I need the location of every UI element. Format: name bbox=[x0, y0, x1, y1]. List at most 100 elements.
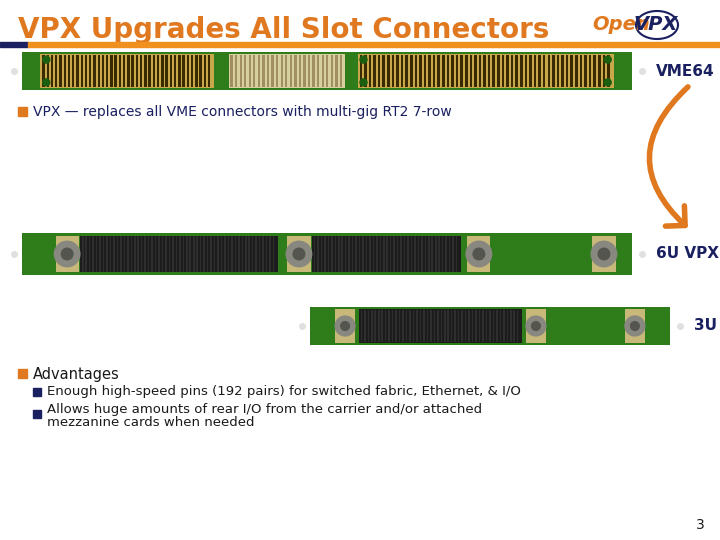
Bar bbox=[33, 410, 41, 418]
Bar bbox=[153, 55, 155, 87]
Bar bbox=[402, 310, 404, 342]
Bar bbox=[562, 55, 564, 87]
Text: Allows huge amounts of rear I/O from the carrier and/or attached: Allows huge amounts of rear I/O from the… bbox=[47, 403, 482, 416]
Bar bbox=[483, 55, 486, 87]
Bar bbox=[314, 237, 315, 272]
Bar bbox=[433, 310, 435, 342]
Circle shape bbox=[531, 322, 540, 330]
Bar bbox=[114, 55, 117, 87]
Bar bbox=[593, 55, 596, 87]
Bar bbox=[281, 55, 283, 87]
Bar bbox=[317, 55, 319, 87]
Circle shape bbox=[526, 316, 546, 336]
Bar bbox=[231, 237, 233, 272]
Bar bbox=[421, 237, 423, 272]
Bar bbox=[106, 55, 109, 87]
Bar bbox=[230, 54, 346, 88]
Bar bbox=[496, 310, 498, 342]
Bar bbox=[489, 310, 491, 342]
Bar bbox=[168, 237, 170, 272]
Bar bbox=[328, 237, 329, 272]
Bar bbox=[68, 55, 70, 87]
Bar bbox=[497, 55, 500, 87]
Bar bbox=[447, 310, 449, 342]
Bar bbox=[358, 54, 613, 88]
Bar bbox=[378, 310, 379, 342]
Bar bbox=[174, 55, 176, 87]
Bar bbox=[262, 55, 265, 87]
Bar bbox=[170, 55, 172, 87]
Bar bbox=[248, 55, 251, 87]
Bar bbox=[419, 55, 422, 87]
Bar bbox=[51, 55, 53, 87]
Bar bbox=[193, 237, 194, 272]
Bar bbox=[338, 237, 340, 272]
Bar bbox=[506, 310, 508, 342]
Bar bbox=[252, 237, 253, 272]
Bar bbox=[408, 237, 409, 272]
Bar bbox=[214, 237, 215, 272]
Bar bbox=[503, 310, 505, 342]
Bar bbox=[40, 54, 214, 88]
Bar bbox=[99, 237, 101, 272]
Circle shape bbox=[341, 322, 349, 330]
Circle shape bbox=[286, 241, 312, 267]
Bar bbox=[182, 55, 185, 87]
Circle shape bbox=[360, 56, 367, 63]
Circle shape bbox=[61, 248, 73, 260]
Bar bbox=[267, 55, 269, 87]
Bar bbox=[162, 237, 163, 272]
Bar bbox=[580, 55, 582, 87]
Bar bbox=[433, 55, 436, 87]
Bar bbox=[382, 310, 383, 342]
Bar bbox=[330, 55, 333, 87]
Bar bbox=[186, 237, 188, 272]
Bar bbox=[552, 55, 554, 87]
Bar bbox=[393, 237, 395, 272]
Bar bbox=[413, 310, 414, 342]
Bar bbox=[0, 42, 28, 47]
Bar bbox=[364, 55, 366, 87]
Bar bbox=[379, 237, 381, 272]
Bar bbox=[414, 237, 415, 272]
Text: VPX Upgrades All Slot Connectors: VPX Upgrades All Slot Connectors bbox=[18, 16, 549, 44]
Bar bbox=[589, 55, 591, 87]
Bar bbox=[113, 237, 114, 272]
Bar bbox=[431, 237, 433, 272]
Bar bbox=[404, 237, 405, 272]
Bar bbox=[598, 55, 600, 87]
Bar bbox=[276, 55, 278, 87]
Bar bbox=[124, 237, 125, 272]
Bar bbox=[474, 55, 477, 87]
Bar bbox=[529, 55, 532, 87]
Bar bbox=[144, 55, 147, 87]
Bar bbox=[373, 237, 374, 272]
Bar bbox=[42, 55, 45, 87]
Text: mezzanine cards when needed: mezzanine cards when needed bbox=[47, 415, 254, 429]
Circle shape bbox=[604, 56, 611, 63]
Bar bbox=[406, 310, 408, 342]
Bar bbox=[189, 237, 191, 272]
Bar bbox=[217, 237, 219, 272]
Circle shape bbox=[55, 241, 80, 267]
Bar bbox=[359, 237, 360, 272]
Bar bbox=[367, 310, 369, 342]
Bar bbox=[543, 55, 546, 87]
Bar bbox=[415, 55, 417, 87]
Text: 6U VPX: 6U VPX bbox=[656, 246, 719, 261]
Circle shape bbox=[625, 316, 645, 336]
Bar bbox=[625, 309, 645, 343]
Bar bbox=[475, 310, 477, 342]
Bar bbox=[345, 237, 346, 272]
Bar bbox=[55, 235, 78, 273]
Bar bbox=[425, 237, 426, 272]
Circle shape bbox=[336, 316, 355, 336]
Bar bbox=[534, 55, 536, 87]
Bar bbox=[454, 310, 456, 342]
Bar bbox=[271, 55, 274, 87]
Bar bbox=[352, 237, 354, 272]
Bar bbox=[423, 55, 426, 87]
Bar bbox=[442, 237, 444, 272]
Bar bbox=[500, 310, 501, 342]
Bar bbox=[208, 55, 210, 87]
